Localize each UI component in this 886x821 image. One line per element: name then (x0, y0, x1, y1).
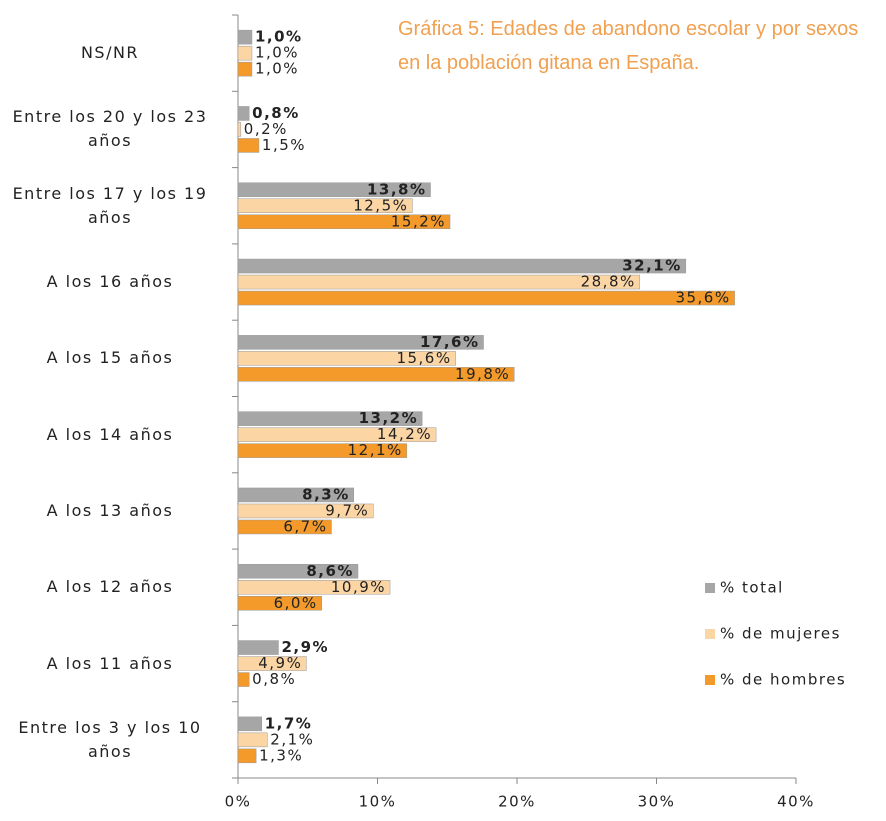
category-label: A los 16 años (46, 272, 174, 292)
value-label: 1,0% (255, 60, 299, 78)
value-label: 0,8% (252, 670, 296, 688)
value-label: 35,6% (675, 289, 730, 307)
value-label: 9,7% (325, 501, 369, 519)
bar (237, 45, 253, 61)
value-label: 2,1% (270, 730, 314, 748)
value-label: 2,9% (281, 638, 329, 656)
bar (237, 198, 413, 213)
value-label: 12,5% (353, 196, 408, 214)
value-label: 1,7% (265, 714, 313, 732)
bar (237, 732, 268, 748)
x-tick-label: 0% (225, 793, 252, 811)
bar (237, 640, 279, 655)
value-label: 15,6% (396, 349, 451, 367)
value-label: 1,3% (259, 746, 303, 764)
chart-title: Gráfica 5: Edades de abandono escolar y … (398, 18, 859, 74)
bar (237, 351, 456, 366)
bar (237, 487, 355, 503)
category-label: A los 14 años (46, 424, 174, 444)
bar (237, 258, 687, 274)
bar (237, 519, 332, 535)
category-label: NS/NR (80, 43, 140, 63)
category-label: Entre los 17 y los 19 años (12, 183, 208, 227)
x-tick-label: 40% (777, 793, 815, 811)
bar (237, 580, 391, 595)
value-label: 15,2% (391, 212, 446, 230)
bar (237, 138, 260, 153)
value-label: 8,3% (302, 485, 350, 503)
value-label: 14,2% (377, 425, 432, 443)
category-label: Entre los 20 y los 23 años (12, 107, 208, 151)
category-label: A los 15 años (46, 348, 174, 368)
legend-swatch (705, 629, 715, 639)
bar (237, 427, 437, 442)
bar (237, 672, 250, 687)
bar (237, 122, 242, 137)
bar (237, 290, 735, 306)
category-label: A los 13 años (46, 500, 174, 520)
value-label: 8,6% (306, 562, 354, 580)
value-label: 1,5% (262, 136, 306, 154)
legend-label: % de hombres (720, 671, 846, 689)
category-label: Entre los 3 y los 10 años (18, 717, 202, 761)
bar (237, 106, 250, 121)
value-label: 4,9% (258, 654, 302, 672)
legend-label: % de mujeres (720, 625, 841, 643)
value-label: 6,0% (274, 594, 318, 612)
value-label: 12,1% (348, 441, 403, 459)
value-label: 6,7% (283, 517, 327, 535)
bar (237, 214, 451, 229)
value-label: 32,1% (622, 257, 682, 275)
bar (237, 274, 641, 290)
category-label: A los 12 años (46, 577, 174, 597)
bar (237, 443, 408, 458)
value-label: 1,0% (255, 28, 303, 46)
bar (237, 367, 515, 382)
bar (237, 656, 307, 671)
bar (237, 748, 257, 764)
value-label: 0,2% (244, 120, 288, 138)
bar (237, 564, 359, 579)
legend-label: % total (720, 579, 784, 597)
value-label: 28,8% (581, 273, 636, 291)
x-tick-label: 30% (638, 793, 676, 811)
bar (237, 503, 374, 519)
value-label: 10,9% (331, 578, 386, 596)
value-label: 1,0% (255, 44, 299, 62)
bar (237, 335, 484, 350)
value-label: 19,8% (455, 365, 510, 383)
category-label: A los 11 años (46, 653, 174, 673)
bar (237, 716, 262, 732)
bar (237, 61, 253, 77)
legend-swatch (705, 583, 715, 593)
bar (237, 182, 431, 197)
value-label: 13,2% (359, 409, 419, 427)
bar (237, 596, 322, 611)
value-label: 17,6% (420, 333, 480, 351)
x-tick-label: 20% (498, 793, 536, 811)
bar (237, 29, 253, 45)
value-label: 0,8% (252, 104, 300, 122)
legend-swatch (705, 675, 715, 685)
value-label: 13,8% (367, 180, 427, 198)
x-tick-label: 10% (359, 793, 397, 811)
bar (237, 411, 423, 426)
